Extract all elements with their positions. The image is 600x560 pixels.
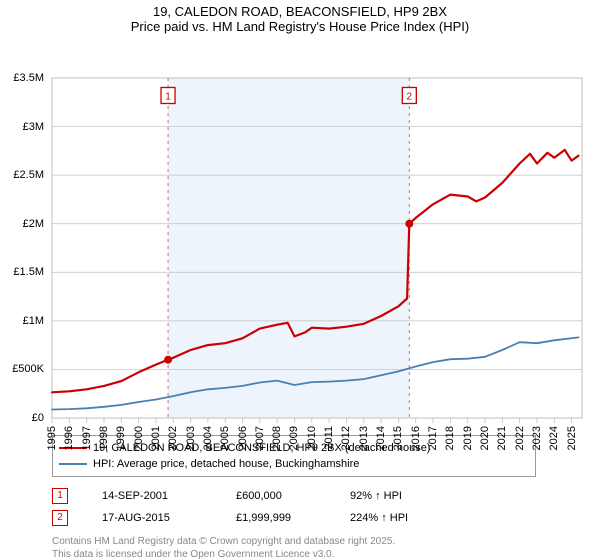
event-pct-2: 224% ↑ HPI (350, 512, 408, 524)
event-badge-1: 1 (52, 488, 68, 504)
x-tick-label: 2008 (271, 426, 283, 450)
x-tick-label: 2016 (410, 426, 422, 450)
legend-swatch-hpi (59, 463, 87, 466)
y-tick-label: £3M (23, 121, 44, 133)
x-tick-label: 2021 (496, 426, 508, 450)
chart-area: 12 £0£500K£1M£1.5M£2M£2.5M£3M£3.5M 19951… (0, 34, 600, 429)
attribution: Contains HM Land Registry data © Crown c… (52, 535, 600, 560)
x-tick-label: 2013 (358, 426, 370, 450)
x-tick-label: 2012 (340, 426, 352, 450)
x-tick-label: 2023 (531, 426, 543, 450)
x-tick-label: 2009 (288, 426, 300, 450)
x-tick-label: 1995 (46, 426, 58, 450)
event-price-2: £1,999,999 (236, 512, 316, 524)
svg-text:2: 2 (407, 91, 413, 102)
x-tick-label: 1998 (98, 426, 110, 450)
x-tick-label: 2015 (392, 426, 404, 450)
x-tick-label: 1997 (81, 426, 93, 450)
events-table: 1 14-SEP-2001 £600,000 92% ↑ HPI 2 17-AU… (52, 485, 600, 529)
event-date-1: 14-SEP-2001 (102, 490, 202, 502)
event-row-1: 1 14-SEP-2001 £600,000 92% ↑ HPI (52, 485, 600, 507)
x-tick-label: 2002 (167, 426, 179, 450)
x-tick-label: 2011 (323, 426, 335, 450)
x-tick-label: 2025 (566, 426, 578, 450)
y-tick-label: £2M (23, 218, 44, 230)
y-tick-label: £500K (12, 363, 44, 375)
title-address: 19, CALEDON ROAD, BEACONSFIELD, HP9 2BX (0, 4, 600, 19)
x-tick-label: 2001 (150, 426, 162, 450)
event-price-1: £600,000 (236, 490, 316, 502)
y-tick-label: £2.5M (13, 169, 44, 181)
x-tick-label: 2018 (444, 426, 456, 450)
x-tick-label: 1999 (115, 426, 127, 450)
x-tick-label: 2005 (219, 426, 231, 450)
y-tick-label: £1M (23, 315, 44, 327)
svg-text:1: 1 (165, 91, 171, 102)
attribution-line2: This data is licensed under the Open Gov… (52, 548, 600, 560)
x-tick-label: 2014 (375, 426, 387, 450)
title-subtitle: Price paid vs. HM Land Registry's House … (0, 19, 600, 34)
x-tick-label: 2004 (202, 426, 214, 450)
x-tick-label: 2006 (237, 426, 249, 450)
x-tick-label: 2019 (462, 426, 474, 450)
event-date-2: 17-AUG-2015 (102, 512, 202, 524)
x-tick-label: 2000 (133, 426, 145, 450)
y-tick-label: £1.5M (13, 266, 44, 278)
x-tick-label: 2024 (548, 426, 560, 450)
x-tick-label: 2003 (185, 426, 197, 450)
legend-label-hpi: HPI: Average price, detached house, Buck… (93, 458, 359, 470)
event-badge-2: 2 (52, 510, 68, 526)
attribution-line1: Contains HM Land Registry data © Crown c… (52, 535, 600, 548)
legend-item-hpi: HPI: Average price, detached house, Buck… (59, 456, 529, 472)
x-tick-label: 2017 (427, 426, 439, 450)
x-tick-label: 1996 (63, 426, 75, 450)
event-pct-1: 92% ↑ HPI (350, 490, 402, 502)
event-row-2: 2 17-AUG-2015 £1,999,999 224% ↑ HPI (52, 507, 600, 529)
x-tick-label: 2007 (254, 426, 266, 450)
x-tick-label: 2020 (479, 426, 491, 450)
x-tick-label: 2022 (514, 426, 526, 450)
y-tick-label: £3.5M (13, 72, 44, 84)
x-tick-label: 2010 (306, 426, 318, 450)
y-tick-label: £0 (32, 412, 44, 424)
